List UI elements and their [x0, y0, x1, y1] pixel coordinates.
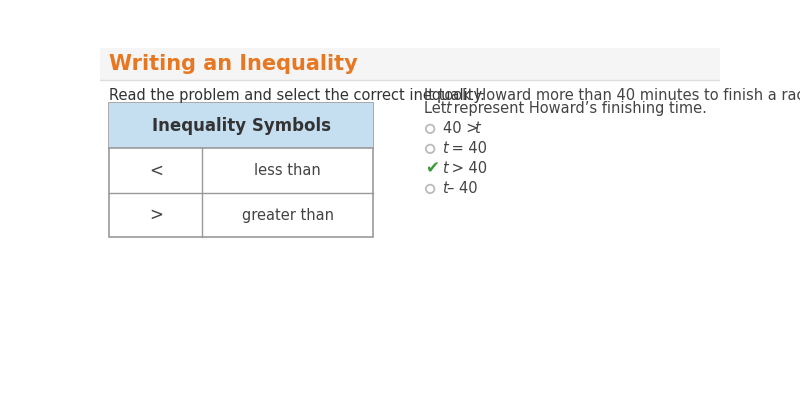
Text: – 40: – 40: [447, 182, 478, 196]
Text: >: >: [149, 206, 163, 224]
Text: = 40: = 40: [447, 141, 487, 156]
Bar: [110, 104, 373, 238]
Text: 40 >: 40 >: [442, 121, 482, 136]
Text: Inequality Symbols: Inequality Symbols: [151, 117, 330, 135]
Text: represent Howard’s finishing time.: represent Howard’s finishing time.: [450, 101, 707, 116]
Text: Read the problem and select the correct inequality.: Read the problem and select the correct …: [110, 88, 485, 103]
Text: t: t: [442, 161, 448, 176]
Text: less than: less than: [254, 163, 321, 178]
Text: t: t: [445, 101, 450, 116]
Bar: [110, 104, 373, 148]
Text: t: t: [442, 182, 448, 196]
Text: Let: Let: [424, 101, 451, 116]
Text: t: t: [474, 121, 479, 136]
Bar: [100, 48, 720, 80]
Text: It took Howard more than 40 minutes to finish a race.: It took Howard more than 40 minutes to f…: [424, 88, 800, 103]
Text: ✔: ✔: [426, 160, 439, 178]
Text: > 40: > 40: [447, 161, 487, 176]
Text: greater than: greater than: [242, 208, 334, 222]
Text: <: <: [149, 162, 163, 180]
Text: Writing an Inequality: Writing an Inequality: [110, 54, 358, 74]
Text: t: t: [442, 141, 448, 156]
